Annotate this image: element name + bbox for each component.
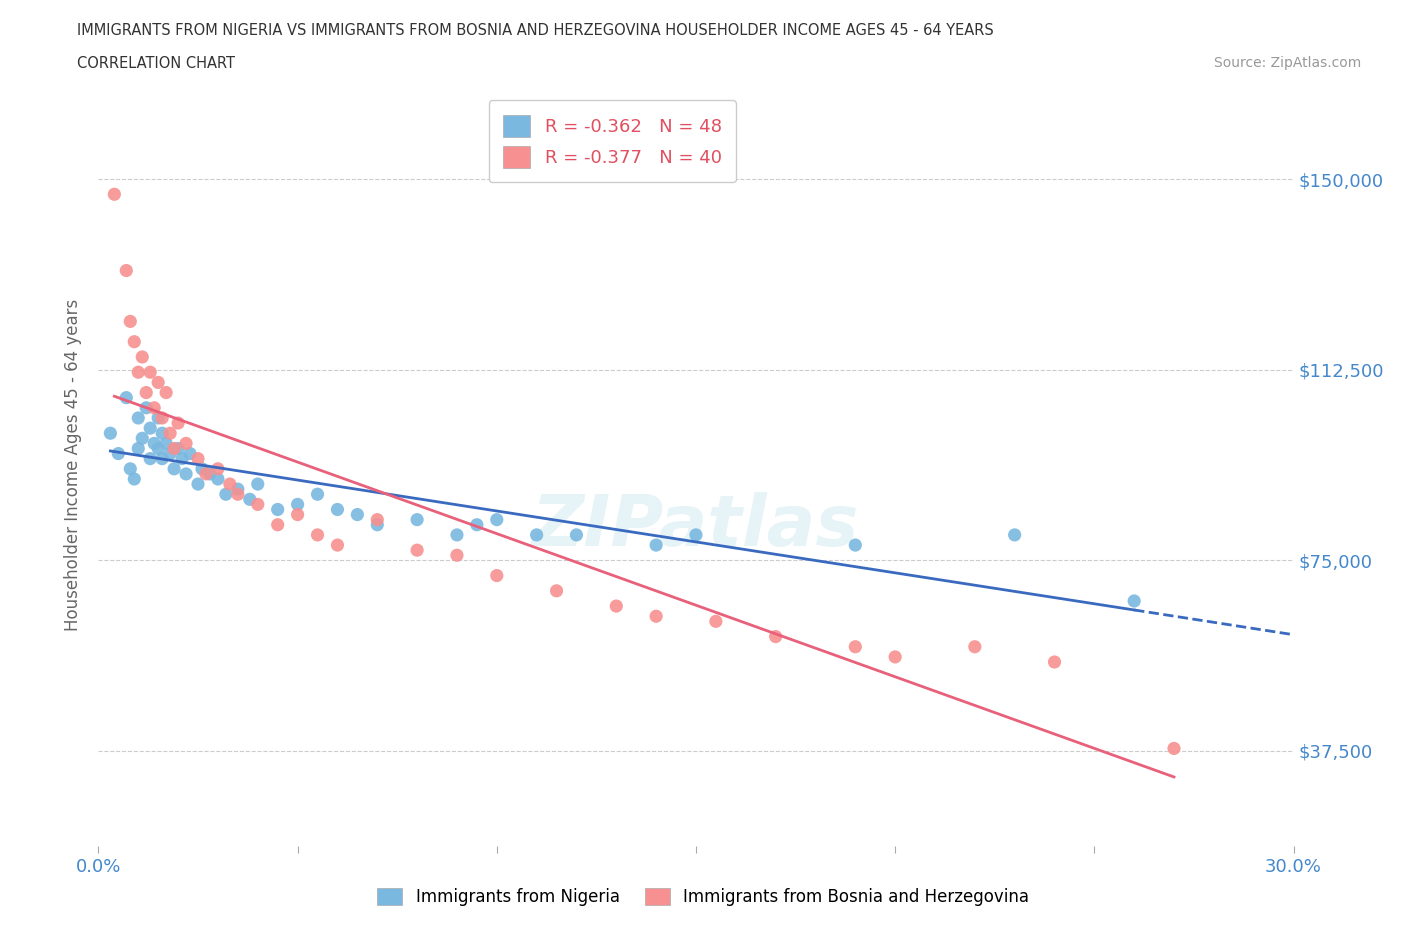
Point [215, 486, 238, 501]
Point [124, 472, 146, 486]
Point [131, 350, 153, 365]
Point [406, 543, 429, 558]
Point [150, 426, 173, 441]
Text: CORRELATION CHART: CORRELATION CHART [77, 56, 235, 71]
Point [645, 609, 668, 624]
Point [139, 451, 162, 466]
Point [704, 614, 727, 629]
Point [195, 467, 218, 482]
Point [187, 476, 209, 491]
Point [307, 527, 329, 542]
Point [267, 517, 290, 532]
Point [366, 517, 388, 532]
Point [246, 497, 269, 512]
Point [135, 400, 157, 415]
Point [127, 410, 149, 425]
Point [1043, 655, 1066, 670]
Point [267, 502, 290, 517]
Point [120, 314, 142, 329]
Point [219, 476, 242, 491]
Point [605, 599, 627, 614]
Point [98, 426, 122, 441]
Point [465, 517, 488, 532]
Point [546, 583, 568, 598]
Point [155, 436, 177, 451]
Point [148, 410, 170, 425]
Point [127, 365, 149, 379]
Point [150, 410, 173, 425]
Point [187, 451, 209, 466]
Point [565, 527, 588, 542]
Point [103, 187, 125, 202]
Point [1163, 741, 1185, 756]
Point [226, 482, 249, 497]
Point [159, 426, 181, 441]
Point [150, 451, 173, 466]
Point [645, 538, 668, 552]
Point [127, 441, 149, 456]
Point [844, 639, 866, 654]
Point [526, 527, 548, 542]
Point [179, 446, 201, 461]
Point [406, 512, 429, 527]
Point [366, 512, 388, 527]
Point [148, 441, 170, 456]
Point [346, 507, 368, 522]
Point [226, 486, 249, 501]
Point [143, 400, 166, 415]
Point [139, 365, 162, 379]
Text: ZIPatlas: ZIPatlas [533, 492, 859, 561]
Point [326, 502, 349, 517]
Point [159, 446, 181, 461]
Point [143, 436, 166, 451]
Point [139, 420, 162, 435]
Point [163, 441, 186, 456]
Point [844, 538, 866, 552]
Point [446, 527, 468, 542]
Point [120, 461, 142, 476]
Point [135, 385, 157, 400]
Point [287, 507, 309, 522]
Y-axis label: Householder Income Ages 45 - 64 years: Householder Income Ages 45 - 64 years [65, 299, 83, 631]
Point [287, 497, 309, 512]
Point [115, 263, 138, 278]
Point [685, 527, 707, 542]
Point [124, 334, 146, 349]
Point [174, 436, 197, 451]
Legend: Immigrants from Nigeria, Immigrants from Bosnia and Herzegovina: Immigrants from Nigeria, Immigrants from… [371, 881, 1035, 912]
Point [174, 467, 197, 482]
Point [167, 416, 190, 431]
Text: Source: ZipAtlas.com: Source: ZipAtlas.com [1213, 56, 1361, 70]
Point [198, 467, 221, 482]
Point [485, 568, 508, 583]
Point [765, 630, 787, 644]
Point [326, 538, 349, 552]
Point [107, 446, 129, 461]
Point [1004, 527, 1026, 542]
Point [246, 476, 269, 491]
Text: IMMIGRANTS FROM NIGERIA VS IMMIGRANTS FROM BOSNIA AND HERZEGOVINA HOUSEHOLDER IN: IMMIGRANTS FROM NIGERIA VS IMMIGRANTS FR… [77, 23, 994, 38]
Point [148, 375, 170, 390]
Point [884, 649, 907, 664]
Point [963, 639, 986, 654]
Point [115, 391, 138, 405]
Point [167, 441, 190, 456]
Point [307, 486, 329, 501]
Point [155, 385, 177, 400]
Point [207, 472, 229, 486]
Point [446, 548, 468, 563]
Point [239, 492, 262, 507]
Point [1123, 593, 1146, 608]
Point [485, 512, 508, 527]
Point [131, 431, 153, 445]
Point [172, 451, 194, 466]
Point [207, 461, 229, 476]
Point [163, 461, 186, 476]
Legend: R = -0.362   N = 48, R = -0.377   N = 40: R = -0.362 N = 48, R = -0.377 N = 40 [489, 100, 735, 182]
Point [191, 461, 214, 476]
